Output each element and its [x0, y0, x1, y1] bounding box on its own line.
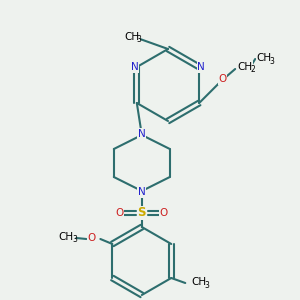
Text: O: O: [116, 208, 124, 218]
Text: S: S: [138, 206, 146, 220]
Text: N: N: [138, 129, 146, 139]
Text: 3: 3: [136, 35, 141, 44]
Text: O: O: [87, 233, 95, 243]
Text: 3: 3: [72, 236, 77, 244]
Text: N: N: [131, 62, 139, 72]
Text: N: N: [138, 187, 146, 197]
Text: CH: CH: [256, 53, 272, 63]
Text: CH: CH: [238, 62, 253, 72]
Text: 3: 3: [205, 280, 210, 290]
Text: 3: 3: [270, 56, 274, 65]
Text: O: O: [218, 74, 226, 84]
Text: 2: 2: [251, 65, 256, 74]
Text: O: O: [160, 208, 168, 218]
Text: N: N: [197, 62, 205, 72]
Text: CH: CH: [124, 32, 140, 42]
Text: CH: CH: [192, 277, 207, 287]
Text: CH: CH: [59, 232, 74, 242]
